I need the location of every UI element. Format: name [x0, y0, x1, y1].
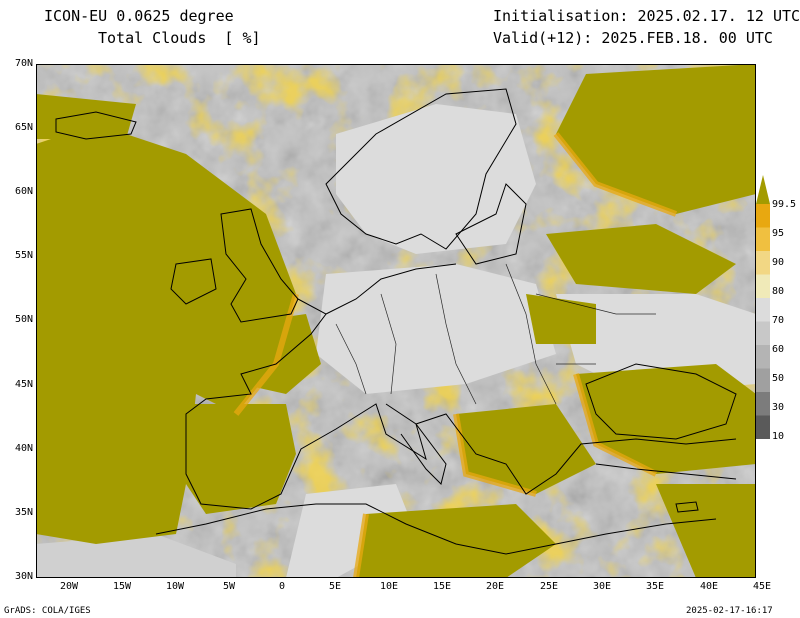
coast-black-sea: [585, 363, 737, 440]
clear-mediterranean: [286, 484, 416, 578]
clear-europe-central: [316, 264, 556, 394]
colorbar-segment: [756, 345, 770, 369]
field-title: Total Clouds [ %]: [98, 29, 261, 47]
footer-timestamp: 2025-02-17-16:17: [686, 606, 773, 616]
colorbar-segment: [756, 204, 770, 228]
lon-label: 5W: [222, 581, 236, 592]
colorbar-label: 10: [772, 431, 785, 442]
lon-label: 0: [278, 581, 286, 592]
clear-sahara: [36, 534, 236, 578]
lat-label: 35N: [14, 507, 33, 518]
lat-label: 55N: [14, 250, 33, 261]
overcast-russia-north: [556, 64, 756, 214]
lon-label: 20W: [59, 581, 79, 592]
lon-label: 10W: [165, 581, 185, 592]
coast-north-germany: [325, 263, 457, 315]
coast-ireland: [170, 258, 217, 305]
lat-label: 40N: [14, 443, 33, 454]
lon-label: 10E: [379, 581, 399, 592]
lat-label: 60N: [14, 186, 33, 197]
lat-label: 30N: [14, 571, 33, 582]
overcast-iberia: [186, 404, 296, 514]
lon-label: 25E: [539, 581, 559, 592]
lon-label: 45E: [752, 581, 772, 592]
coast-iceland: [55, 111, 137, 140]
coastlines: [55, 88, 737, 555]
colorbar-label: 30: [772, 402, 785, 413]
overcast-greenland: [36, 94, 136, 139]
overcast-russia-mid: [546, 224, 736, 294]
colorbar-segment: [756, 251, 770, 275]
colorbar-segment: [756, 227, 770, 252]
cloud-map: [36, 64, 756, 578]
lon-label: 15E: [432, 581, 452, 592]
overcast-black-sea: [576, 364, 756, 474]
colorbar-label: 60: [772, 344, 785, 355]
overcast-north-africa: [356, 504, 556, 578]
coast-west-europe: [185, 298, 737, 510]
lat-label: 45N: [14, 379, 33, 390]
colorbar-segment: [756, 368, 770, 393]
colorbar-segment: [756, 415, 770, 439]
colorbar-segment: [756, 392, 770, 416]
lat-label: 70N: [14, 58, 33, 69]
colorbar-segment: [756, 321, 770, 346]
map-canvas: [36, 64, 756, 578]
lon-label: 30E: [592, 581, 612, 592]
lon-label: 15W: [112, 581, 132, 592]
overcast-balkans: [456, 404, 596, 494]
colorbar-label: 95: [772, 228, 785, 239]
valid-time: Valid(+12): 2025.FEB.18. 00 UTC: [493, 29, 773, 47]
coast-cyprus: [675, 501, 699, 513]
coast-scandinavia: [325, 88, 517, 250]
footer-credit: GrADS: COLA/IGES: [4, 606, 91, 616]
coast-britain: [220, 208, 299, 323]
coast-turkey-south: [595, 463, 737, 480]
borders: [335, 263, 656, 405]
overcast-atlantic: [36, 124, 296, 544]
colorbar-label: 50: [772, 373, 785, 384]
coast-north-africa: [155, 503, 717, 555]
clear-europe-north: [336, 104, 536, 254]
colorbar-label: 80: [772, 286, 785, 297]
map-frame: [36, 64, 756, 578]
colorbar-segment: [756, 298, 770, 322]
colorbar-overflow-triangle: [756, 175, 770, 204]
colorbar: [756, 175, 770, 439]
lon-label: 5E: [328, 581, 342, 592]
colorbar-segment: [756, 274, 770, 299]
lon-label: 40E: [699, 581, 719, 592]
overcast-central-patch: [526, 294, 596, 344]
colorbar-label: 70: [772, 315, 785, 326]
coast-italy: [385, 403, 447, 485]
model-title: ICON-EU 0.0625 degree: [44, 7, 234, 25]
lat-label: 65N: [14, 122, 33, 133]
colorbar-label: 99.5: [772, 199, 797, 210]
overcast-middle-east: [656, 484, 756, 578]
init-time: Initialisation: 2025.02.17. 12 UTC: [493, 7, 800, 25]
lon-label: 20E: [485, 581, 505, 592]
lat-label: 50N: [14, 314, 33, 325]
colorbar-label: 90: [772, 257, 785, 268]
lon-label: 35E: [645, 581, 665, 592]
coast-baltic: [455, 183, 527, 265]
